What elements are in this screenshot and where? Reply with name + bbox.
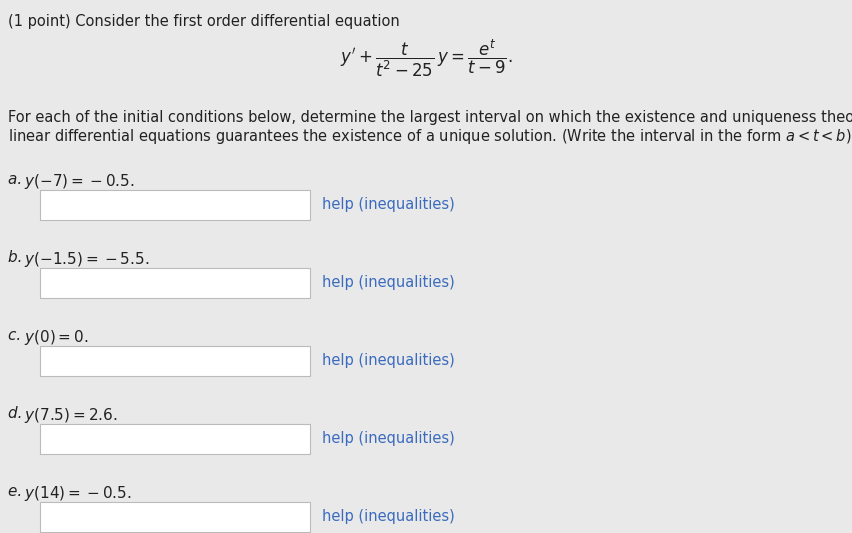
Text: e.: e.: [8, 484, 27, 499]
Text: linear differential equations guarantees the existence of a unique solution. (Wr: linear differential equations guarantees…: [8, 127, 852, 146]
Text: $y' + \dfrac{t}{t^2 - 25}\,y = \dfrac{e^t}{t - 9}.$: $y' + \dfrac{t}{t^2 - 25}\,y = \dfrac{e^…: [340, 38, 512, 79]
Text: b.: b.: [8, 250, 27, 265]
Text: a.: a.: [8, 172, 27, 187]
Text: help (inequalities): help (inequalities): [322, 198, 455, 213]
Text: (1 point) Consider the first order differential equation: (1 point) Consider the first order diffe…: [8, 14, 400, 29]
FancyBboxPatch shape: [40, 424, 310, 454]
Text: d.: d.: [8, 406, 27, 421]
FancyBboxPatch shape: [40, 268, 310, 298]
Text: For each of the initial conditions below, determine the largest interval on whic: For each of the initial conditions below…: [8, 110, 852, 125]
Text: $y(14) = -0.5.$: $y(14) = -0.5.$: [24, 484, 132, 503]
Text: help (inequalities): help (inequalities): [322, 432, 455, 447]
Text: $y(7.5) = 2.6.$: $y(7.5) = 2.6.$: [24, 406, 118, 425]
FancyBboxPatch shape: [40, 502, 310, 532]
Text: $y(-7) = -0.5.$: $y(-7) = -0.5.$: [24, 172, 135, 191]
Text: help (inequalities): help (inequalities): [322, 510, 455, 524]
Text: $y(0) = 0.$: $y(0) = 0.$: [24, 328, 89, 347]
FancyBboxPatch shape: [40, 190, 310, 220]
Text: help (inequalities): help (inequalities): [322, 276, 455, 290]
Text: c.: c.: [8, 328, 26, 343]
FancyBboxPatch shape: [40, 346, 310, 376]
Text: $y(-1.5) = -5.5.$: $y(-1.5) = -5.5.$: [24, 250, 149, 269]
Text: help (inequalities): help (inequalities): [322, 353, 455, 368]
